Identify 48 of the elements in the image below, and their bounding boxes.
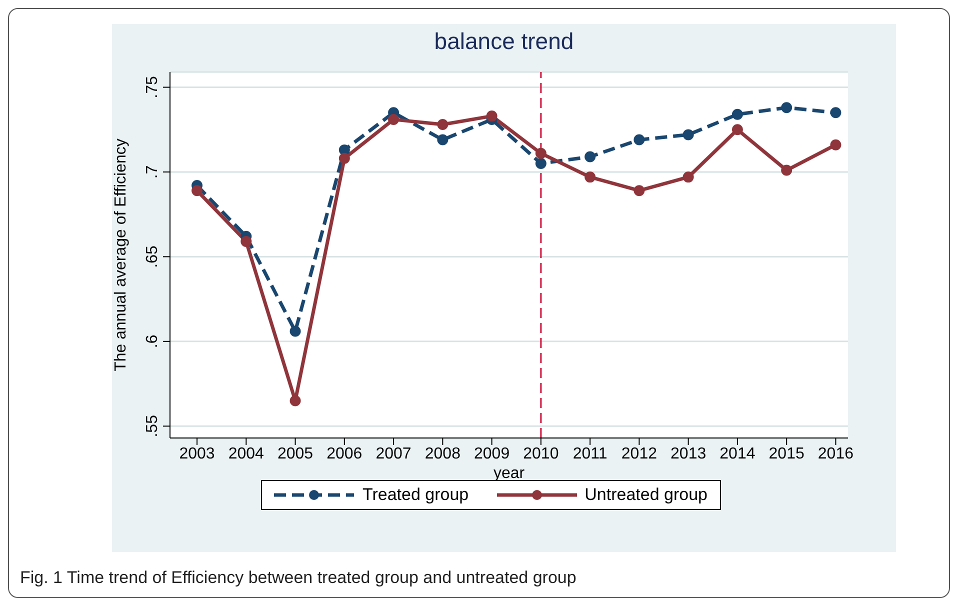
point [290,395,301,406]
x-tick-label: 2004 [228,445,264,462]
y-tick-label: .75 [144,76,161,98]
x-axis-title: year [493,465,526,482]
point [290,326,301,337]
y-tick-label: .55 [144,414,161,438]
point [437,119,448,130]
point [634,185,645,196]
x-tick-label: 2016 [818,445,854,462]
x-tick-label: 2010 [523,445,559,462]
point [192,185,203,196]
y-axis-title: The annual average of Efficiency [112,138,130,372]
legend-label: Untreated group [584,485,708,505]
point [781,102,792,114]
point [486,110,498,122]
legend-label: Treated group [362,485,469,505]
point [584,172,596,183]
point [240,236,252,247]
x-tick-label: 2014 [720,445,756,462]
point [338,152,350,164]
y-tick-label: .6 [144,334,161,348]
point [682,129,694,140]
y-tick-label: .7 [144,165,161,179]
point [388,114,400,125]
x-tick-label: 2007 [376,445,412,462]
y-tick-label: .65 [144,245,161,268]
x-tick-label: 2008 [424,445,461,462]
x-tick-label: 2005 [277,445,314,462]
point [830,107,842,118]
point [732,124,743,136]
x-tick-label: 2006 [326,445,362,462]
point [535,148,546,159]
x-tick-label: 2011 [572,445,608,462]
point [781,164,792,176]
point [682,172,694,183]
caption: Fig. 1 Time trend of Efficiency between treated group and untreated group [20,568,576,588]
chart-title: balance trend [433,28,575,55]
x-tick-label: 2003 [179,445,215,462]
point [732,108,743,120]
x-tick-label: 2012 [621,445,658,462]
x-tick-label: 2015 [768,445,804,462]
point [830,139,842,150]
point [437,134,448,146]
point [535,158,546,169]
point [584,151,596,162]
x-tick-label: 2013 [670,445,706,462]
x-tick-label: 2009 [474,445,510,462]
point [634,134,645,146]
